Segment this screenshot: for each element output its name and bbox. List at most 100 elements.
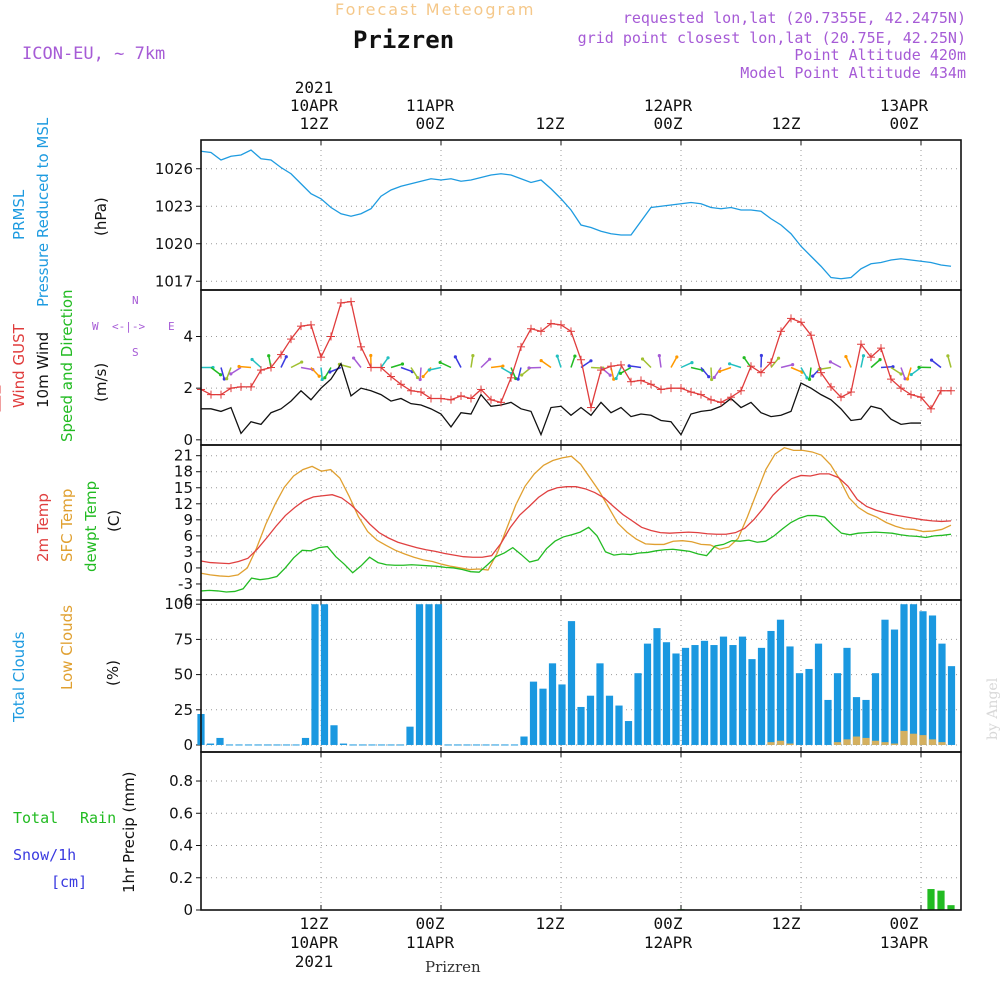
wind-arrow-head — [328, 370, 332, 374]
wind-arrow-head — [418, 377, 422, 382]
wind-arrow-head — [791, 362, 795, 367]
model-label: ICON-EU, ~ 7km — [22, 44, 166, 64]
total-cloud-bar — [548, 663, 557, 745]
footer-location: Prizren — [425, 958, 481, 976]
wind-arrow-head — [946, 354, 950, 358]
total-cloud-bar — [596, 663, 604, 745]
total-cloud-bar — [700, 640, 709, 745]
y-tick-label: 9 — [183, 511, 193, 529]
top-date-label: 12APR — [643, 96, 693, 115]
wind-arrow-head — [909, 372, 913, 377]
wind-arrow-head — [527, 366, 531, 370]
bottom-date-label: 10APR — [289, 933, 339, 952]
wind-direction-arrow — [410, 367, 419, 378]
wind-direction-arrow — [845, 356, 852, 368]
top-date-label: 13APR — [879, 96, 929, 115]
total-cloud-bar — [577, 706, 585, 745]
wind-direction-arrow — [600, 366, 611, 376]
wind-arrow-head — [471, 354, 475, 358]
total-cloud-bar — [529, 681, 538, 745]
wind-arrow-head — [917, 365, 921, 369]
total-cloud-bar — [691, 645, 699, 745]
wind-arrow-head — [614, 376, 618, 381]
total-cloud-bar — [672, 653, 680, 745]
low-cloud-bar — [909, 733, 918, 745]
wind-direction-arrow — [210, 366, 222, 376]
low-cloud-bar — [833, 742, 842, 745]
total-cloud-bar — [330, 725, 338, 745]
low-cloud-bar — [871, 740, 880, 745]
wind-arrow-head — [520, 373, 524, 377]
y-tick-label: 0.4 — [169, 837, 193, 855]
wind-arrow-head — [828, 360, 833, 364]
wind-gust-line — [200, 300, 951, 410]
wind-arrow-head — [805, 376, 809, 380]
wind-direction-arrow — [290, 361, 303, 369]
y-tick-label: 0 — [183, 901, 193, 919]
wind-arrow-head — [225, 377, 229, 381]
total-cloud-bar — [919, 611, 927, 745]
wind-direction-arrow — [390, 363, 403, 369]
y-tick-label: 18 — [174, 463, 193, 481]
top-hour-label: 00Z — [653, 114, 683, 133]
total-cloud-bar — [681, 647, 690, 745]
wind-arrow-head — [501, 364, 505, 368]
wind-arrow-head — [878, 358, 882, 362]
y-tick-label: 0 — [183, 736, 193, 754]
wind-direction-arrow — [713, 367, 722, 378]
sfc-temp-line — [200, 446, 952, 578]
wind-arrow-head — [640, 357, 645, 361]
y-tick-label: 50 — [174, 666, 193, 684]
low-cloud-bar — [900, 730, 908, 745]
wind-direction-arrow — [500, 366, 512, 375]
wind-arrow-head — [555, 354, 559, 358]
total-cloud-bar — [795, 673, 804, 745]
wind-arrow-head — [710, 377, 714, 382]
wind-arrow-head — [415, 375, 420, 380]
wind-arrow-head — [539, 359, 543, 363]
wind-direction-arrow — [510, 367, 517, 379]
y-tick-label: 15 — [174, 479, 193, 497]
wind-arrow-head — [488, 357, 492, 361]
total-cloud-bar — [710, 645, 718, 745]
bottom-hour-label: 12Z — [771, 914, 801, 933]
wind-direction-arrow — [830, 361, 842, 369]
total-cloud-bar — [900, 604, 908, 745]
wind-direction-arrow — [931, 359, 942, 369]
bottom-year-label: 2021 — [294, 952, 334, 971]
wind-direction-arrow — [615, 367, 622, 379]
total-cloud-bar — [615, 705, 623, 745]
low-cloud-bar — [919, 735, 927, 745]
wind-direction-arrow — [870, 359, 881, 369]
y-tick-label: 12 — [174, 495, 193, 513]
wind-arrow-head — [861, 354, 866, 358]
total-cloud-bar — [871, 673, 880, 745]
y-tick-label: 0 — [183, 431, 193, 449]
y-tick-label: -6 — [178, 591, 193, 609]
wind-direction-arrow — [770, 357, 780, 368]
wind-arrow-head — [608, 373, 612, 377]
wind-arrow-head — [929, 358, 934, 362]
wind-arrow-head — [899, 372, 903, 376]
total-cloud-bar — [814, 643, 823, 745]
y-tick-label: 75 — [174, 630, 193, 648]
grid-point-coords: grid point closest lon,lat (20.75E, 42.2… — [577, 29, 966, 47]
wind-direction-arrow — [280, 356, 287, 368]
wind-arrow-head — [903, 377, 907, 381]
total-cloud-bar — [339, 743, 348, 745]
panel-frame — [200, 139, 962, 291]
total-label: Total — [13, 809, 59, 827]
top-hour-label: 12Z — [771, 114, 801, 133]
bottom-date-label: 13APR — [879, 933, 929, 952]
wind-arrow-head — [727, 362, 732, 366]
y-tick-label: 0 — [183, 559, 193, 577]
wind-direction-arrow — [860, 355, 865, 368]
wind-arrow-head — [453, 355, 457, 359]
y-tick-label: -3 — [178, 575, 193, 593]
wind-arrow-head — [237, 364, 241, 369]
total-cloud-bar — [320, 604, 329, 745]
total-cloud-bar — [567, 621, 576, 745]
wind-arrow-head — [250, 357, 254, 362]
t2m-line — [200, 473, 952, 565]
y-tick-label: 6 — [183, 527, 193, 545]
